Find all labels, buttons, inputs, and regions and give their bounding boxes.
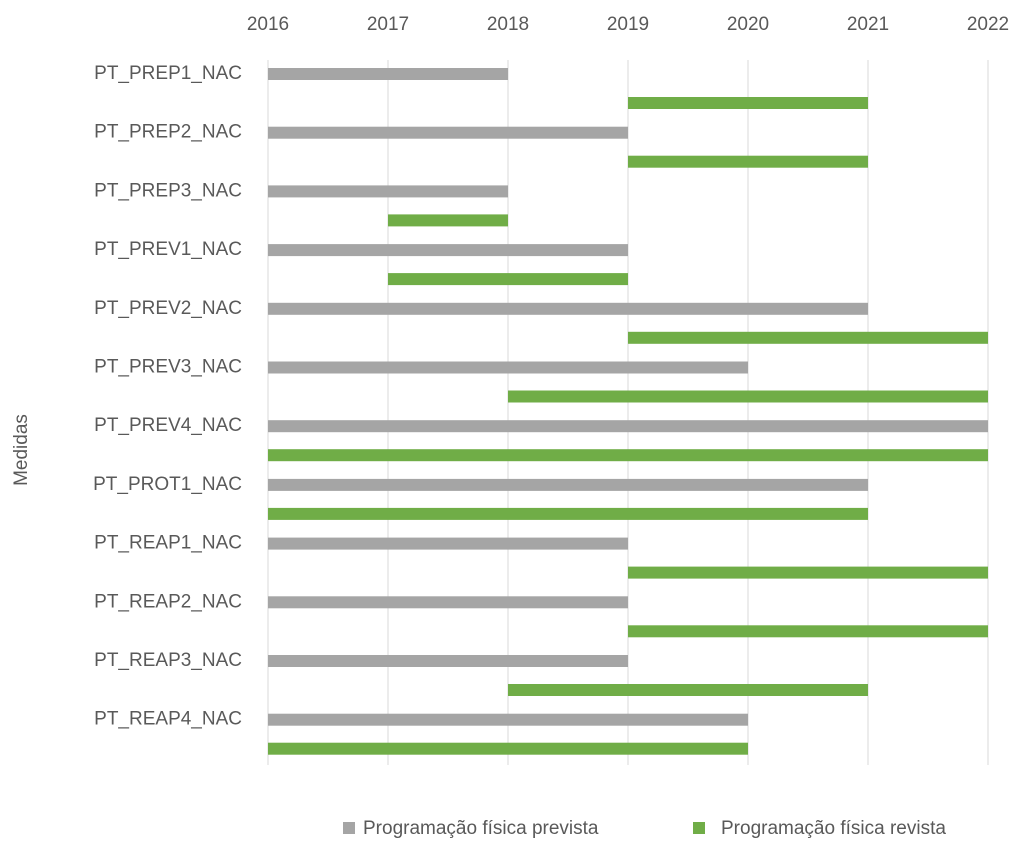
category-label: PT_PROT1_NAC bbox=[93, 474, 242, 495]
y-axis-title: Medidas bbox=[11, 414, 32, 486]
bar bbox=[508, 684, 868, 696]
bar bbox=[388, 214, 508, 227]
legend-label: Programação física prevista bbox=[363, 818, 599, 839]
category-label: PT_PREV3_NAC bbox=[94, 357, 242, 378]
category-label: PT_REAP4_NAC bbox=[94, 709, 242, 730]
bar bbox=[268, 244, 628, 257]
x-tick-label: 2020 bbox=[727, 14, 769, 35]
category-label: PT_PREV2_NAC bbox=[94, 298, 242, 319]
x-tick-label: 2017 bbox=[367, 14, 409, 35]
bar bbox=[268, 507, 868, 520]
bar bbox=[268, 126, 628, 139]
x-tick-label: 2018 bbox=[487, 14, 529, 35]
category-label: PT_PREV1_NAC bbox=[94, 239, 242, 260]
bar bbox=[268, 596, 628, 609]
category-label: PT_PREP1_NAC bbox=[94, 63, 242, 84]
bar bbox=[268, 537, 628, 550]
bar bbox=[508, 390, 988, 403]
bar bbox=[268, 302, 868, 315]
bar bbox=[268, 68, 508, 80]
legend-swatch bbox=[693, 822, 705, 834]
category-label: PT_REAP1_NAC bbox=[94, 533, 242, 554]
bar bbox=[628, 155, 868, 168]
bar bbox=[628, 331, 988, 344]
bar bbox=[628, 625, 988, 638]
bar bbox=[628, 566, 988, 579]
legend-swatch bbox=[343, 822, 355, 834]
bar bbox=[268, 655, 628, 667]
bar bbox=[268, 420, 988, 433]
category-label: PT_PREV4_NAC bbox=[94, 415, 242, 436]
x-tick-label: 2019 bbox=[607, 14, 649, 35]
bar bbox=[268, 449, 988, 462]
category-label: PT_PREP2_NAC bbox=[94, 122, 242, 143]
x-tick-label: 2016 bbox=[247, 14, 289, 35]
legend-label: Programação física revista bbox=[721, 818, 946, 839]
bar bbox=[388, 273, 628, 286]
bar bbox=[268, 185, 508, 198]
category-label: PT_REAP2_NAC bbox=[94, 591, 242, 612]
bar bbox=[268, 713, 748, 726]
bar bbox=[268, 361, 748, 374]
x-tick-label: 2021 bbox=[847, 14, 889, 35]
category-label: PT_REAP3_NAC bbox=[94, 650, 242, 671]
x-tick-label: 2022 bbox=[967, 14, 1009, 35]
category-label: PT_PREP3_NAC bbox=[94, 180, 242, 201]
bar bbox=[628, 97, 868, 109]
bar bbox=[268, 478, 868, 491]
bar bbox=[268, 742, 748, 755]
